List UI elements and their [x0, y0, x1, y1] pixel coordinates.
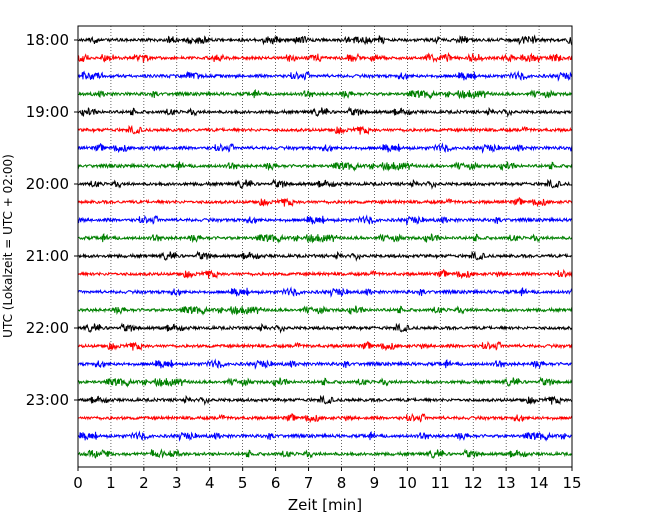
trace-line	[77, 214, 573, 226]
x-tick-label: 4	[205, 474, 215, 492]
x-axis-ticks: 0 1 2 3 4 5 6 7 8 9 10 11 12 13 14 15	[73, 467, 582, 492]
trace-line	[77, 106, 573, 118]
trace-line	[77, 178, 573, 190]
y-axis-label: UTC (Lokalzeit = UTC + 02:00)	[1, 154, 15, 338]
x-tick-label: 6	[271, 474, 281, 492]
y-tick-label: 21:00	[26, 247, 69, 265]
y-axis-ticks: 18:00 19:00 20:00 21:00 22:00 23:00	[26, 31, 78, 409]
trace-line	[77, 286, 573, 298]
trace-line	[77, 51, 573, 64]
trace-line	[77, 268, 573, 280]
x-tick-label: 10	[398, 474, 417, 492]
x-tick-label: 13	[497, 474, 516, 492]
x-tick-label: 11	[431, 474, 450, 492]
trace-line	[77, 412, 573, 424]
x-tick-label: 2	[139, 474, 149, 492]
trace-line	[77, 322, 573, 334]
x-tick-label: 5	[238, 474, 248, 492]
x-tick-label: 3	[172, 474, 182, 492]
y-tick-label: 22:00	[26, 319, 69, 337]
trace-line	[77, 160, 573, 172]
trace-line	[77, 34, 573, 46]
trace-line	[77, 394, 573, 406]
trace-line	[77, 88, 573, 100]
y-tick-label: 23:00	[26, 391, 69, 409]
x-tick-label: 0	[73, 474, 83, 492]
x-tick-label: 14	[530, 474, 549, 492]
trace-line	[77, 305, 573, 316]
trace-line	[77, 124, 573, 136]
trace-line	[77, 250, 573, 262]
x-tick-label: 7	[304, 474, 314, 492]
x-tick-label: 12	[464, 474, 483, 492]
trace-line	[77, 340, 573, 352]
x-axis-label: Zeit [min]	[288, 496, 362, 514]
trace-line	[77, 196, 573, 208]
trace-line	[77, 448, 573, 460]
y-tick-label: 20:00	[26, 175, 69, 193]
plot-frame	[77, 25, 573, 468]
x-tick-label: 1	[106, 474, 116, 492]
trace-line	[77, 376, 573, 388]
trace-layer	[77, 34, 573, 460]
trace-line	[77, 142, 573, 154]
trace-line	[77, 358, 573, 370]
trace-line	[77, 232, 573, 244]
y-tick-label: 19:00	[26, 103, 69, 121]
y-tick-label: 18:00	[26, 31, 69, 49]
trace-line	[77, 430, 573, 442]
x-tick-label: 8	[337, 474, 347, 492]
x-tick-label: 15	[562, 474, 581, 492]
x-tick-label: 9	[370, 474, 380, 492]
trace-line	[77, 70, 573, 82]
